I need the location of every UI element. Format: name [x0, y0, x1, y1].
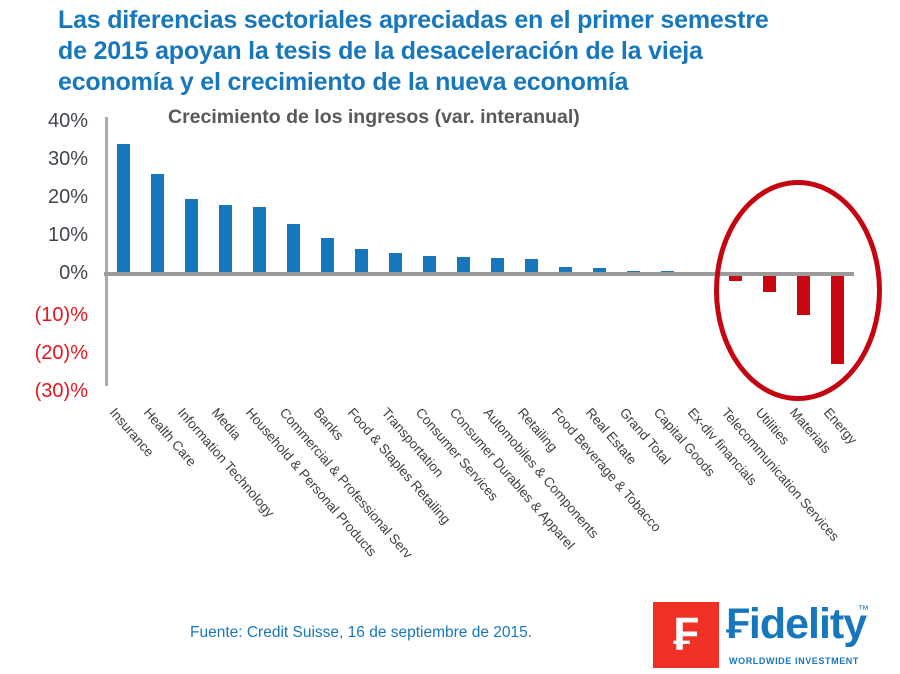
y-tick-40: 40%	[47, 110, 88, 132]
page-title: Las diferencias sectoriales apreciadas e…	[58, 6, 769, 96]
bar-food-staples-retailing	[355, 249, 368, 273]
bar-insurance	[117, 143, 130, 273]
logo-wordmark: ₣idelity	[726, 600, 867, 648]
bar-banks	[321, 238, 334, 273]
bar-media	[219, 204, 232, 273]
bar-automobiles-components	[491, 257, 504, 273]
y-tick-20: (20)%	[34, 342, 88, 364]
logo-tagline: WORLDWIDE INVESTMENT	[729, 656, 859, 666]
y-tick-10: 10%	[47, 224, 88, 246]
bar-retailing	[525, 259, 538, 273]
source-note: Fuente: Credit Suisse, 16 de septiembre …	[190, 624, 533, 641]
y-tick-30: 30%	[47, 148, 88, 170]
y-tick-30: (30)%	[34, 380, 88, 402]
bar-information-technology	[185, 198, 198, 273]
x-axis-line	[104, 272, 854, 276]
fidelity-f-icon: ₣	[653, 602, 719, 668]
bar-food-beverage-tobacco	[559, 267, 572, 273]
bar-grand-total	[627, 270, 640, 273]
bar-consumer-durables-apparel	[457, 256, 470, 273]
bar-real-estate	[593, 268, 606, 273]
bar-transportation	[389, 252, 402, 273]
y-tick-20: 20%	[47, 186, 88, 208]
y-tick-0: 0%	[59, 262, 88, 284]
y-axis-line	[105, 117, 108, 386]
bar-health-care	[151, 174, 164, 273]
highlight-ellipse	[714, 180, 882, 401]
bar-consumer-services	[423, 255, 436, 273]
y-tick-10: (10)%	[34, 304, 88, 326]
chart-title: Crecimiento de los ingresos (var. intera…	[168, 106, 580, 128]
trademark-symbol: ™	[858, 604, 869, 616]
bar-commercial-professional-serv	[287, 223, 300, 273]
bar-household-personal-products	[253, 206, 266, 273]
